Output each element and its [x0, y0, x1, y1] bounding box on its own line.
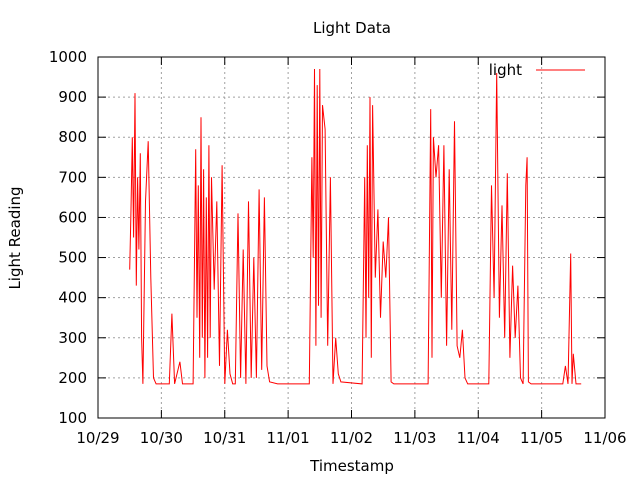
y-tick-label: 900 [58, 88, 87, 106]
y-tick-label: 200 [58, 369, 87, 387]
series-layer [129, 68, 582, 385]
y-axis-label: Light Reading [6, 186, 24, 289]
x-axis-label: Timestamp [309, 457, 394, 475]
x-tick-label: 10/31 [203, 429, 246, 447]
x-tick-label: 11/04 [457, 429, 500, 447]
y-tick-label: 1000 [49, 48, 87, 66]
x-tick-label: 10/30 [140, 429, 183, 447]
x-tick-label: 11/05 [520, 429, 563, 447]
grid-layer [98, 57, 605, 418]
x-tick-label: 11/06 [583, 429, 626, 447]
y-tick-label: 100 [58, 409, 87, 427]
x-tick-label: 11/01 [267, 429, 310, 447]
x-tick-label: 11/03 [393, 429, 436, 447]
y-tick-label: 700 [58, 168, 87, 186]
y-tick-label: 800 [58, 128, 87, 146]
legend-label: light [489, 61, 522, 79]
x-tick-label: 10/29 [76, 429, 119, 447]
series-light-line [129, 68, 582, 385]
x-axis-ticks: 10/29 10/30 10/31 11/01 11/02 11/03 11/04 11/05… [76, 57, 627, 447]
y-axis-ticks: 100 200 300 400 500 600 700 800 900 1000 [49, 48, 605, 427]
legend: light [489, 61, 585, 79]
x-tick-label: 11/02 [330, 429, 373, 447]
y-tick-label: 300 [58, 329, 87, 347]
chart-title: Light Data [313, 19, 391, 37]
y-tick-label: 500 [58, 249, 87, 267]
y-tick-label: 600 [58, 208, 87, 226]
y-tick-label: 400 [58, 289, 87, 307]
